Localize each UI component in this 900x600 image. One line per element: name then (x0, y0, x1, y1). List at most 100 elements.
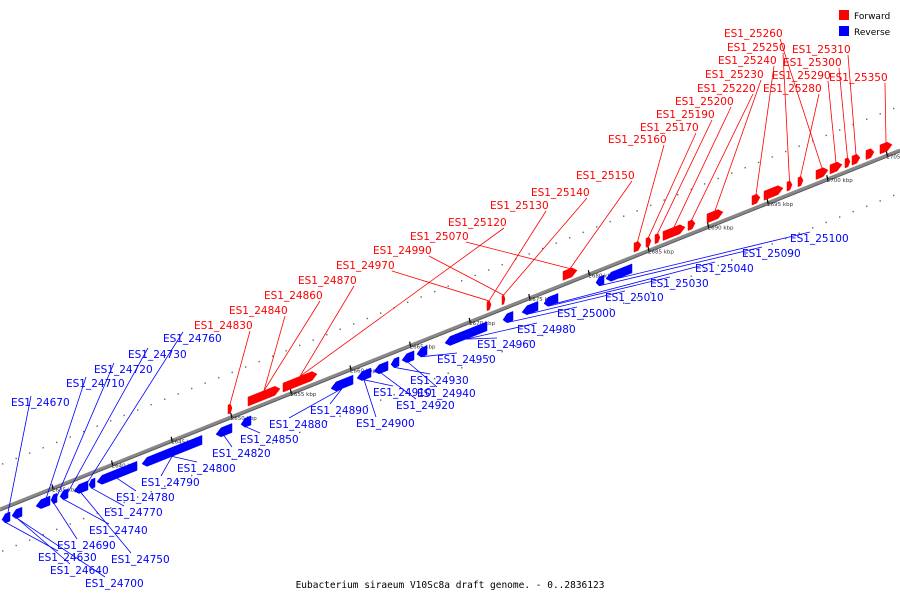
leader-line (288, 388, 343, 419)
gene-label-es1-24920: ES1_24920 (396, 400, 455, 412)
track-dot (758, 161, 760, 164)
track-dot (731, 259, 733, 261)
scale-tick (826, 175, 829, 181)
scale-tick (170, 436, 173, 442)
leader-line (827, 80, 837, 163)
leader-line (779, 38, 823, 169)
leader-line (421, 352, 458, 358)
leader-line (299, 227, 505, 377)
track-dot (299, 344, 301, 347)
gene-label-es1-25040: ES1_25040 (695, 263, 754, 275)
track-dot (434, 377, 436, 380)
track-dot (339, 415, 341, 417)
track-dot (488, 269, 490, 271)
gene-feature (562, 267, 578, 281)
gene-label-es1-25280: ES1_25280 (763, 83, 822, 95)
leader-line (507, 306, 578, 323)
gene-feature (227, 403, 233, 415)
track-dot (285, 437, 287, 439)
gene-feature (865, 148, 875, 160)
track-dot (218, 464, 220, 466)
track-dot (218, 377, 220, 379)
leader-line (755, 65, 775, 195)
gene-feature (444, 321, 488, 346)
track-dot (825, 221, 827, 224)
track-dot (798, 145, 800, 147)
gene-feature (330, 374, 354, 392)
leader-line (299, 285, 355, 377)
track-dot (731, 172, 733, 174)
leader-line (53, 362, 115, 504)
track-dot (839, 216, 841, 218)
track-dot (380, 399, 382, 401)
leader-line (618, 231, 811, 279)
track-dot (339, 328, 341, 330)
gene-label-es1-25130: ES1_25130 (490, 200, 549, 212)
track-dot (177, 393, 179, 395)
legend-forward-swatch (839, 10, 849, 20)
gene-label-es1-24780: ES1_24780 (116, 492, 175, 504)
track-dot (582, 318, 584, 321)
leader-line (263, 300, 321, 391)
track-dot (704, 183, 706, 185)
scale-tick (587, 270, 590, 276)
gene-feature (373, 360, 389, 375)
track-dot (312, 339, 314, 341)
gene-label-es1-24930: ES1_24930 (410, 375, 469, 387)
track-dot (812, 227, 814, 229)
gene-feature (96, 460, 138, 485)
scale-tick (647, 246, 650, 252)
gene-label-es1-25030: ES1_25030 (650, 278, 709, 290)
track-dot (717, 264, 719, 267)
track-dot (83, 430, 85, 433)
track-dot (474, 274, 476, 277)
leader-line (160, 456, 173, 477)
legend: Forward Reverse (839, 10, 891, 38)
gene-label-es1-24800: ES1_24800 (177, 463, 236, 475)
reverse-track-dots (2, 194, 895, 552)
gene-label-es1-25200: ES1_25200 (675, 96, 734, 108)
gene-feature (797, 176, 804, 188)
track-dot (15, 457, 17, 460)
gene-label-es1-24690: ES1_24690 (57, 540, 116, 552)
gene-label-es1-25260: ES1_25260 (724, 28, 783, 40)
gene-feature (595, 274, 605, 287)
track-dot (150, 403, 152, 406)
track-dot (555, 329, 557, 331)
track-dot (893, 194, 895, 197)
leader-line (380, 372, 417, 400)
gene-feature (543, 294, 555, 307)
leader-line (714, 79, 762, 211)
scale-tick (766, 198, 769, 205)
scale-tick (707, 222, 710, 228)
track-dot (825, 134, 827, 137)
track-dot (420, 383, 422, 385)
track-dot (596, 313, 598, 315)
leader-line (782, 52, 790, 182)
gene-label-es1-24630: ES1_24630 (38, 552, 97, 564)
scale-tick (528, 293, 531, 300)
track-dot (677, 193, 679, 196)
track-dot (555, 242, 557, 244)
gene-label-es1-24990: ES1_24990 (373, 245, 432, 257)
gene-label-es1-24820: ES1_24820 (212, 448, 271, 460)
gene-feature (215, 423, 233, 438)
track-dot (447, 285, 449, 287)
track-dot (204, 469, 206, 471)
track-dot (474, 361, 476, 364)
gene-features (1, 141, 893, 524)
track-dot (272, 442, 274, 444)
track-dot (137, 496, 139, 498)
leader-line (548, 276, 671, 307)
gene-feature (851, 153, 861, 166)
gene-label-es1-24640: ES1_24640 (50, 565, 109, 577)
gene-label-es1-24740: ES1_24740 (89, 525, 148, 537)
gene-feature (662, 224, 686, 241)
gene-label-es1-24850: ES1_24850 (240, 434, 299, 446)
track-dot (690, 188, 692, 190)
track-dot (677, 280, 679, 283)
track-dot (245, 453, 247, 455)
track-dot (191, 387, 193, 390)
gene-label-es1-25090: ES1_25090 (742, 248, 801, 260)
